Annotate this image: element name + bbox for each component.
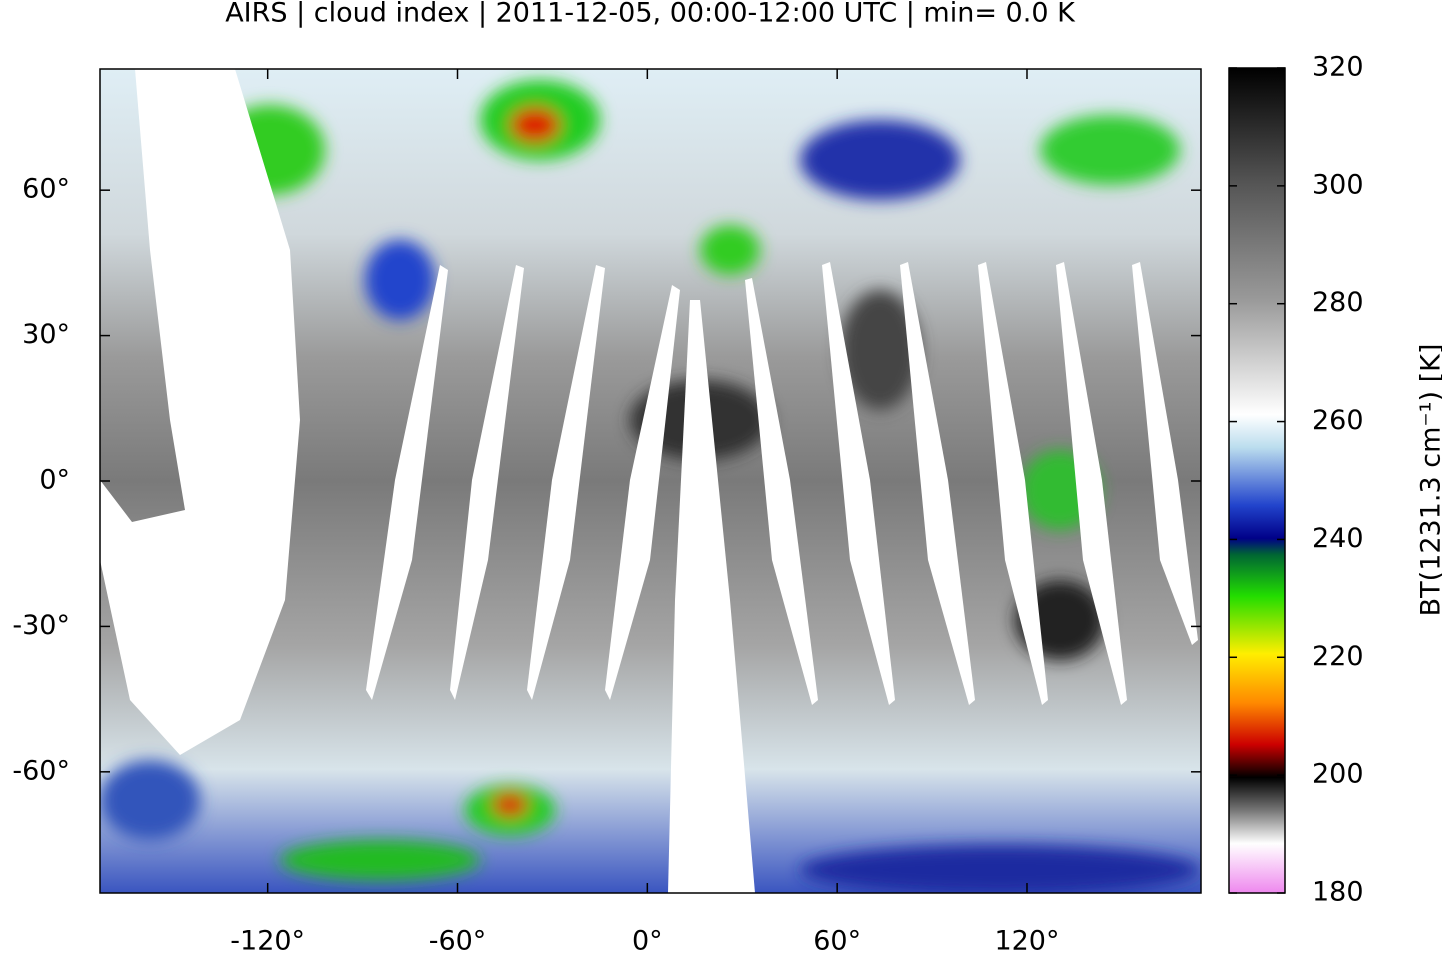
colorbar-label: BT(1231.3 cm⁻¹) [K] [1416, 344, 1442, 617]
colorbar-tick-label: 260 [1312, 405, 1364, 436]
colorbar-tick-label: 220 [1312, 641, 1364, 672]
colorbar-tick-label: 300 [1312, 169, 1364, 200]
satellite-image [100, 69, 1201, 895]
x-tick-label: 120° [994, 926, 1059, 957]
colorbar-tick-label: 280 [1312, 287, 1364, 318]
colorbar-tick-label: 180 [1312, 877, 1364, 908]
colorbar [1229, 68, 1285, 893]
colorbar-tick-label: 200 [1312, 759, 1364, 790]
y-tick-label: 0° [39, 465, 70, 496]
x-tick-label: 0° [632, 926, 663, 957]
colorbar-tick-label: 320 [1312, 52, 1364, 83]
y-tick-label: -60° [12, 755, 70, 786]
x-tick-label: 60° [813, 926, 861, 957]
x-tick-label: -60° [429, 926, 487, 957]
y-tick-label: -30° [12, 610, 70, 641]
x-tick-label: -120° [230, 926, 305, 957]
colorbar-tick-label: 240 [1312, 523, 1364, 554]
chart-title: AIRS | cloud index | 2011-12-05, 00:00-1… [225, 0, 1076, 29]
y-tick-label: 60° [22, 174, 70, 205]
y-tick-label: 30° [22, 319, 70, 350]
